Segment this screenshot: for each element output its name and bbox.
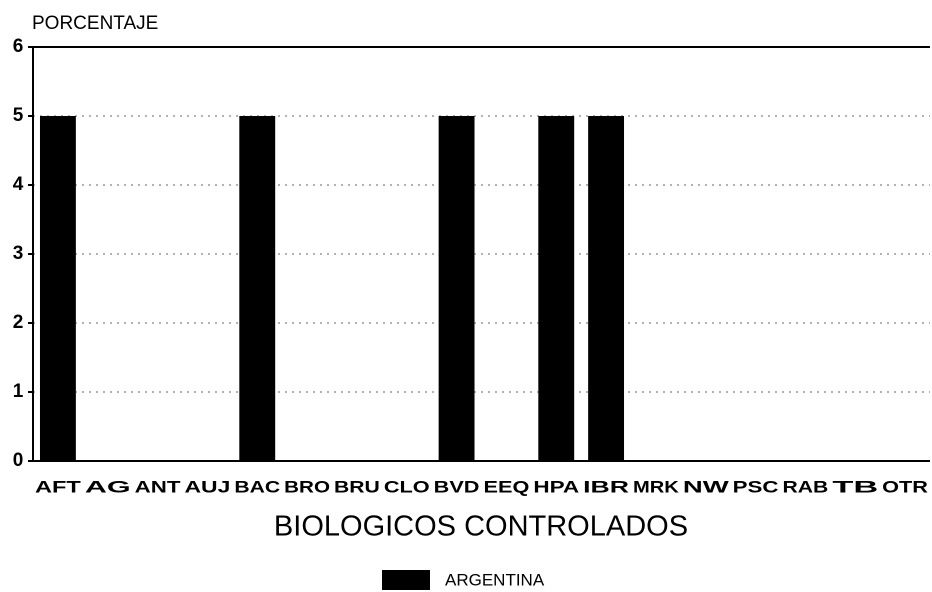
x-tick-label: HPA [533,477,579,496]
x-axis-label: BIOLOGICOS CONTROLADOS [274,511,688,543]
bar [538,116,575,461]
y-tick-label: 5 [13,105,24,126]
y-axis-label: PORCENTAJE [32,13,158,34]
legend-label: ARGENTINA [445,570,545,589]
x-tick-label: RAB [783,477,829,496]
x-tick-label: TB [832,477,878,496]
bar [438,116,475,461]
x-tick-label: IBR [583,477,629,496]
x-tick-label: EEQ [484,477,530,496]
x-tick-label: BRO [284,477,330,496]
y-tick-label: 1 [13,381,24,402]
x-tick-label: BAC [234,477,280,496]
y-tick-label: 6 [13,36,24,57]
x-tick-label: OTR [882,477,928,496]
x-tick-label: BVD [434,477,480,496]
x-tick-label: AFT [35,477,82,496]
x-tick-label: PSC [733,477,779,496]
x-tick-label: NW [683,477,730,496]
x-tick-label: CLO [384,477,430,496]
y-tick-label: 0 [13,450,24,471]
bar [239,116,276,461]
bar [39,116,76,461]
x-tick-label: AUJ [185,477,231,496]
x-tick-label: ANT [135,477,182,496]
legend-swatch [382,570,430,590]
x-tick-label: AG [85,477,131,496]
x-tick-label: BRU [334,477,380,496]
y-tick-label: 3 [13,243,24,264]
x-tick-label: MRK [633,477,680,496]
y-tick-label: 2 [13,312,24,333]
bar [588,116,625,461]
y-tick-label: 4 [13,174,24,195]
